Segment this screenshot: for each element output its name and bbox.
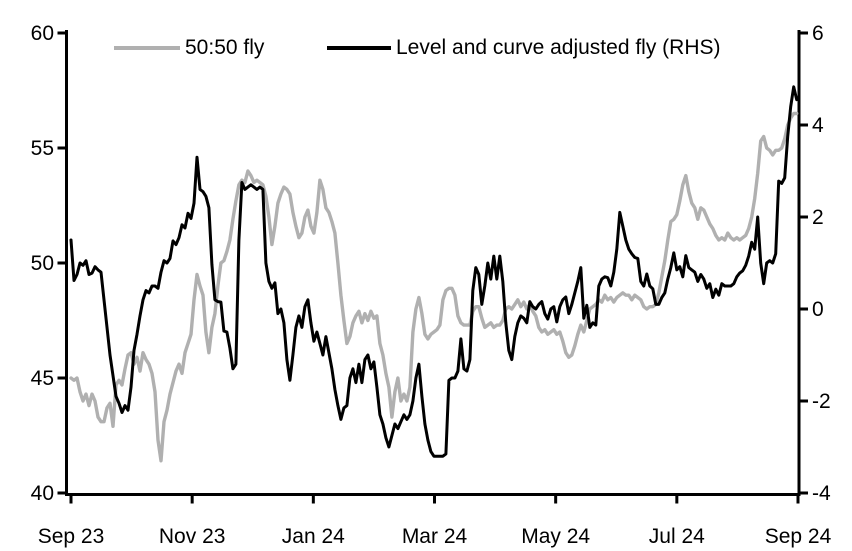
y-axis-right-tick-label: 0 <box>812 298 824 321</box>
x-axis-tick-label: Mar 24 <box>402 525 468 548</box>
legend-swatch-level-curve-adjusted-fly <box>327 46 391 50</box>
y-axis-right-tick-label: 6 <box>812 22 824 45</box>
y-axis-right-tick-label: -2 <box>812 390 831 413</box>
y-axis-right-tick-label: 4 <box>812 114 824 137</box>
series-line-5050-fly <box>69 111 799 463</box>
y-axis-left-tick-label: 40 <box>31 482 54 505</box>
y-axis-left-tick-label: 55 <box>31 137 54 160</box>
x-axis-tick-label: Nov 23 <box>159 525 226 548</box>
y-axis-right-tick-label: -4 <box>812 482 831 505</box>
y-axis-right-tick-label: 2 <box>812 206 824 229</box>
x-axis-tick-label: Jul 24 <box>649 525 705 548</box>
legend-item-5050-fly: 50:50 fly <box>114 36 264 60</box>
legend-label-5050-fly: 50:50 fly <box>185 36 265 59</box>
x-axis-tick-label: Jan 24 <box>282 525 345 548</box>
legend-label-level-curve-adjusted-fly: Level and curve adjusted fly (RHS) <box>396 36 721 59</box>
y-axis-left-tick-label: 45 <box>31 367 54 390</box>
series-line-level-curve-adjusted-fly <box>69 85 799 458</box>
legend-item-level-curve-adjusted-fly: Level and curve adjusted fly (RHS) <box>327 36 721 60</box>
x-axis-tick-label: Sep 24 <box>765 525 832 548</box>
y-axis-left-tick-label: 50 <box>31 252 54 275</box>
legend-swatch-5050-fly <box>114 46 180 50</box>
x-axis-tick-label: Sep 23 <box>38 525 105 548</box>
y-axis-left-tick-label: 60 <box>31 22 54 45</box>
x-axis-tick-label: May 24 <box>521 525 590 548</box>
